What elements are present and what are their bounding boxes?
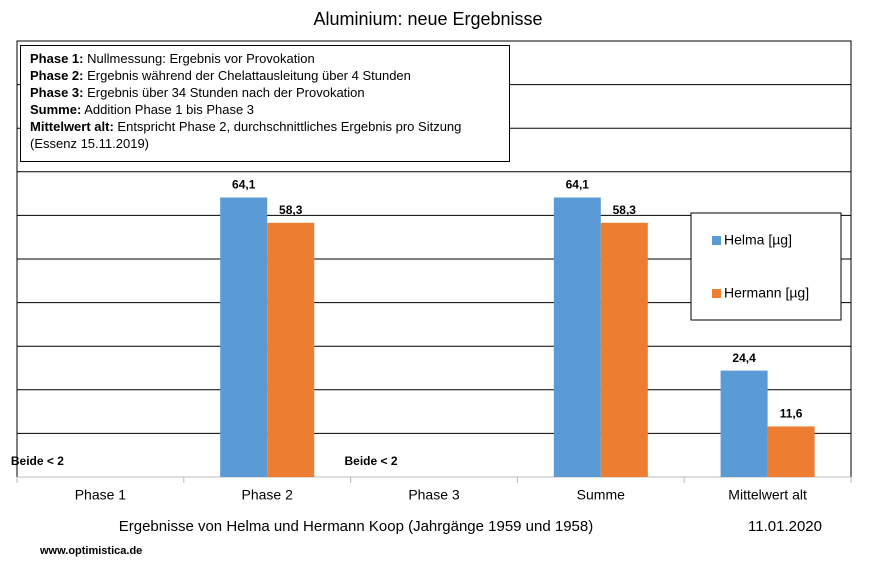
value-label: 64,1 (566, 178, 590, 192)
x-tick-label: Mittelwert alt (728, 487, 807, 503)
legend-swatch (712, 236, 721, 245)
notes-box: Phase 1: Nullmessung: Ergebnis vor Provo… (20, 45, 510, 162)
legend-swatch (712, 289, 721, 298)
note: Phase 3: Ergebnis über 34 Stunden nach d… (30, 84, 504, 101)
annotation: Beide < 2 (11, 454, 64, 468)
x-tick-label: Summe (577, 487, 625, 503)
bar (220, 197, 268, 478)
legend-label: Helma [µg] (724, 232, 792, 248)
note: Mittelwert alt: Entspricht Phase 2, durc… (30, 118, 504, 152)
bar (720, 370, 768, 477)
x-tick-label: Phase 1 (75, 487, 127, 503)
legend-box (690, 212, 842, 321)
annotation: Beide < 2 (344, 454, 397, 468)
note-label: Phase 2: (30, 68, 84, 83)
note-label: Summe: (30, 102, 82, 117)
date: 11.01.2020 (748, 518, 822, 535)
bar (267, 222, 315, 477)
note-text: Nullmessung: Ergebnis vor Provokation (87, 51, 315, 66)
note-label: Mittelwert alt: (30, 119, 114, 134)
note: Phase 2: Ergebnis während der Chelattaus… (30, 67, 504, 84)
note: Summe: Addition Phase 1 bis Phase 3 (30, 101, 504, 118)
bar (767, 426, 815, 477)
legend-label: Hermann [µg] (724, 285, 809, 301)
x-tick-label: Phase 2 (242, 487, 294, 503)
note-label: Phase 3: (30, 85, 84, 100)
bar (553, 197, 601, 478)
value-label: 24,4 (732, 351, 756, 365)
value-label: 58,3 (279, 203, 303, 217)
x-tick-label: Phase 3 (408, 487, 460, 503)
note-text: Ergebnis während der Chelattausleitung ü… (87, 68, 411, 83)
bar (600, 222, 648, 477)
footer: Ergebnisse von Helma und Hermann Koop (J… (119, 518, 593, 535)
note: Phase 1: Nullmessung: Ergebnis vor Provo… (30, 50, 504, 67)
source: www.optimistica.de (39, 545, 142, 557)
note-label: Phase 1: (30, 51, 84, 66)
value-label: 11,6 (780, 407, 803, 421)
note-text: Ergebnis über 34 Stunden nach der Provok… (87, 85, 365, 100)
value-label: 64,1 (232, 178, 256, 192)
note-text: Addition Phase 1 bis Phase 3 (84, 102, 255, 117)
value-label: 58,3 (613, 203, 637, 217)
chart-title: Aluminium: neue Ergebnisse (313, 9, 542, 29)
note-text: Entspricht Phase 2, durchschnittliches E… (30, 119, 462, 151)
